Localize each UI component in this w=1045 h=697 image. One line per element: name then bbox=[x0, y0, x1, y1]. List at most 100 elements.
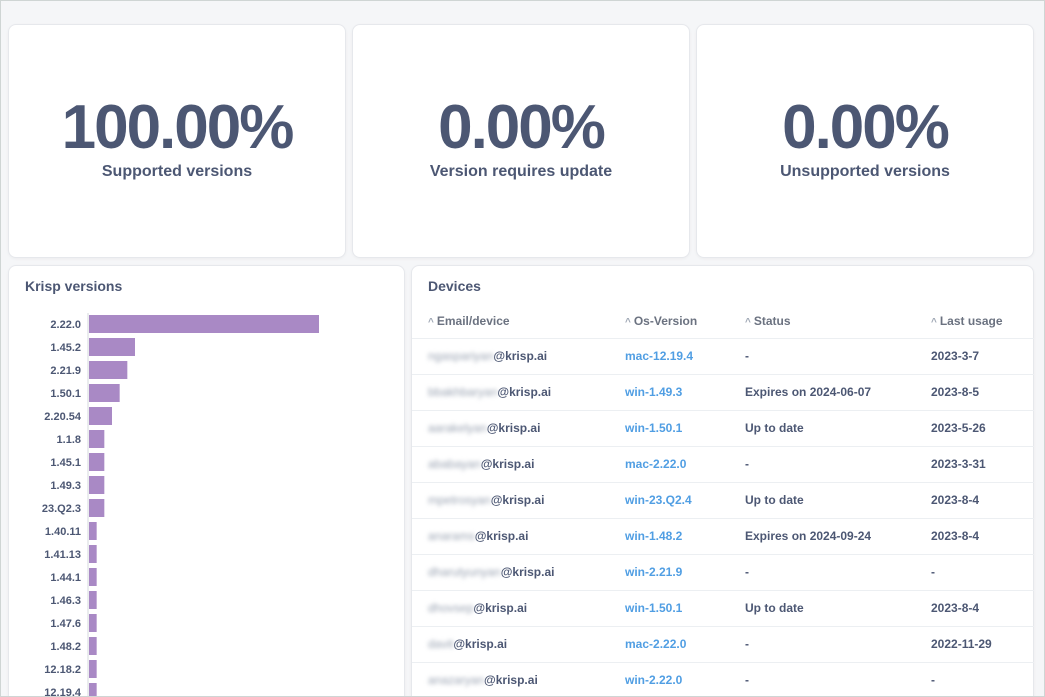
table-row[interactable]: dharutyunyan@krisp.ai win-2.21.9- - bbox=[412, 554, 1034, 591]
status-cell: Up to date bbox=[729, 482, 915, 519]
kpi-value: 0.00% bbox=[438, 93, 606, 162]
last-usage-cell: 2023-3-31 bbox=[915, 446, 1034, 483]
os-version-link[interactable]: win-1.50.1 bbox=[609, 410, 729, 447]
status-cell: - bbox=[729, 338, 915, 375]
email-cell: bbakhbaryan@krisp.ai bbox=[412, 374, 609, 411]
os-version-link[interactable]: win-23.Q2.4 bbox=[609, 482, 729, 519]
table-row[interactable]: anarams@krisp.ai win-1.48.2 Expires on 202… bbox=[412, 518, 1034, 555]
email-domain: @krisp.ai bbox=[493, 349, 548, 363]
email-domain: @krisp.ai bbox=[453, 637, 508, 651]
devices-card-title: Devices bbox=[428, 278, 481, 294]
table-row[interactable]: ngaspariyan@krisp.ai mac-12.19.4-2023-3-7 bbox=[412, 338, 1034, 375]
last-usage-cell: 2023-8-4 bbox=[915, 518, 1034, 555]
os-version-link[interactable]: mac-12.19.4 bbox=[609, 338, 729, 375]
tick-label-23.Q2.3: 23.Q2.3 bbox=[42, 503, 81, 515]
email-domain: @krisp.ai bbox=[473, 601, 528, 615]
os-version-link[interactable]: win-1.49.3 bbox=[609, 374, 729, 411]
bar-12.19.4[interactable] bbox=[89, 683, 97, 697]
redacted-email-local: aarakelyan bbox=[428, 421, 487, 435]
last-usage-cell: 2023-5-26 bbox=[915, 410, 1034, 447]
tick-label-1.49.3: 1.49.3 bbox=[50, 480, 81, 492]
tick-label-1.40.11: 1.40.11 bbox=[45, 526, 81, 538]
column-header-last-usage[interactable]: ^ Last usage bbox=[915, 304, 1034, 339]
table-row[interactable]: aarakelyan@krisp.ai win-1.50.1 Up to date 2… bbox=[412, 410, 1034, 447]
email-cell: dharutyunyan@krisp.ai bbox=[412, 554, 609, 591]
status-cell: - bbox=[729, 446, 915, 483]
tick-label-2.21.9: 2.21.9 bbox=[50, 365, 81, 377]
email-domain: @krisp.ai bbox=[480, 457, 535, 471]
bar-1.41.13[interactable] bbox=[89, 545, 97, 563]
kpi-value: 100.00% bbox=[61, 93, 295, 162]
caret-up-icon: ^ bbox=[931, 316, 937, 328]
table-row[interactable]: anazaryan@krisp.ai win-2.22.0- - bbox=[412, 662, 1034, 696]
tick-label-2.22.0: 2.22.0 bbox=[50, 319, 81, 331]
email-cell: ngaspariyan@krisp.ai bbox=[412, 338, 609, 375]
email-cell: mpetrosyan@krisp.ai bbox=[412, 482, 609, 519]
email-domain: @krisp.ai bbox=[474, 529, 529, 543]
email-cell: aarakelyan@krisp.ai bbox=[412, 410, 609, 447]
tick-label-1.44.1: 1.44.1 bbox=[50, 572, 81, 584]
table-row[interactable]: ababayan@krisp.ai mac-2.22.0-2023-3-31 bbox=[412, 446, 1034, 483]
table-row[interactable]: davit@krisp.ai mac-2.22.0-2022-11-29 bbox=[412, 626, 1034, 663]
devices-table: ^ Email/device ^ Os-Version ^ Status ^ Last … bbox=[412, 304, 1034, 696]
tick-label-1.1.8: 1.1.8 bbox=[57, 434, 81, 446]
status-cell: - bbox=[729, 626, 915, 663]
email-cell: anazaryan@krisp.ai bbox=[412, 662, 609, 696]
status-cell: Up to date bbox=[729, 410, 915, 447]
bar-12.18.2[interactable] bbox=[89, 660, 97, 678]
tick-label-1.46.3: 1.46.3 bbox=[50, 595, 81, 607]
os-version-link[interactable]: win-1.48.2 bbox=[609, 518, 729, 555]
table-row[interactable]: mpetrosyan@krisp.ai win-23.Q2.4 Up to date… bbox=[412, 482, 1034, 519]
caret-up-icon: ^ bbox=[745, 316, 751, 328]
os-version-link[interactable]: win-2.22.0 bbox=[609, 662, 729, 696]
bar-2.20.54[interactable] bbox=[89, 407, 112, 425]
table-row[interactable]: dhovsep@krisp.ai win-1.50.1 Up to date 2023… bbox=[412, 590, 1034, 627]
bar-2.22.0[interactable] bbox=[89, 315, 319, 333]
last-usage-cell: 2023-3-7 bbox=[915, 338, 1034, 375]
bar-1.47.6[interactable] bbox=[89, 614, 97, 632]
tick-label-12.18.2: 12.18.2 bbox=[44, 664, 81, 676]
column-header-status[interactable]: ^ Status bbox=[729, 304, 915, 339]
table-row[interactable]: bbakhbaryan@krisp.ai win-1.49.3 Expires on… bbox=[412, 374, 1034, 411]
email-cell: anarams@krisp.ai bbox=[412, 518, 609, 555]
tick-label-12.19.4: 12.19.4 bbox=[44, 687, 82, 697]
bar-1.48.2[interactable] bbox=[89, 637, 97, 655]
bar-1.46.3[interactable] bbox=[89, 591, 97, 609]
table-header-row: ^ Email/device ^ Os-Version ^ Status ^ Last … bbox=[412, 304, 1034, 339]
os-version-link[interactable]: mac-2.22.0 bbox=[609, 446, 729, 483]
tick-label-1.50.1: 1.50.1 bbox=[50, 388, 81, 400]
tick-label-1.45.2: 1.45.2 bbox=[50, 342, 81, 354]
bar-1.44.1[interactable] bbox=[89, 568, 97, 586]
bar-1.45.2[interactable] bbox=[89, 338, 135, 356]
os-version-link[interactable]: mac-2.22.0 bbox=[609, 626, 729, 663]
last-usage-cell: 2022-11-29 bbox=[915, 626, 1034, 663]
kpi-label: Version requires update bbox=[429, 163, 613, 180]
redacted-email-local: davit bbox=[428, 637, 454, 651]
versions-chart-card: Krisp versions 2.22.0 1.45.2 2.21.9 1.50.1 2… bbox=[8, 265, 405, 697]
status-cell: Expires on 2024-09-24 bbox=[729, 518, 915, 555]
bar-1.50.1[interactable] bbox=[89, 384, 120, 402]
kpi-card-supported[interactable]: 100.00% Supported versions bbox=[8, 24, 346, 258]
bar-23.Q2.3[interactable] bbox=[89, 499, 105, 517]
kpi-label: Unsupported versions bbox=[780, 163, 950, 180]
bar-1.49.3[interactable] bbox=[89, 476, 105, 494]
bar-2.21.9[interactable] bbox=[89, 361, 128, 379]
redacted-email-local: bbakhbaryan bbox=[428, 385, 498, 399]
last-usage-cell: 2023-8-4 bbox=[915, 482, 1034, 519]
email-domain: @krisp.ai bbox=[490, 493, 545, 507]
bar-1.40.11[interactable] bbox=[89, 522, 97, 540]
column-header-os-version[interactable]: ^ Os-Version bbox=[609, 304, 729, 339]
tick-label-1.41.13: 1.41.13 bbox=[44, 549, 81, 561]
kpi-card-requires-update[interactable]: 0.00% Version requires update bbox=[352, 24, 690, 258]
bar-1.1.8[interactable] bbox=[89, 430, 105, 448]
column-header-email[interactable]: ^ Email/device bbox=[412, 304, 609, 339]
kpi-card-unsupported[interactable]: 0.00% Unsupported versions bbox=[696, 24, 1034, 258]
last-usage-cell: 2023-8-5 bbox=[915, 374, 1034, 411]
status-cell: Expires on 2024-06-07 bbox=[729, 374, 915, 411]
os-version-link[interactable]: win-2.21.9 bbox=[609, 554, 729, 591]
os-version-link[interactable]: win-1.50.1 bbox=[609, 590, 729, 627]
caret-up-icon: ^ bbox=[428, 316, 434, 328]
status-cell: Up to date bbox=[729, 590, 915, 627]
email-cell: ababayan@krisp.ai bbox=[412, 446, 609, 483]
bar-1.45.1[interactable] bbox=[89, 453, 105, 471]
